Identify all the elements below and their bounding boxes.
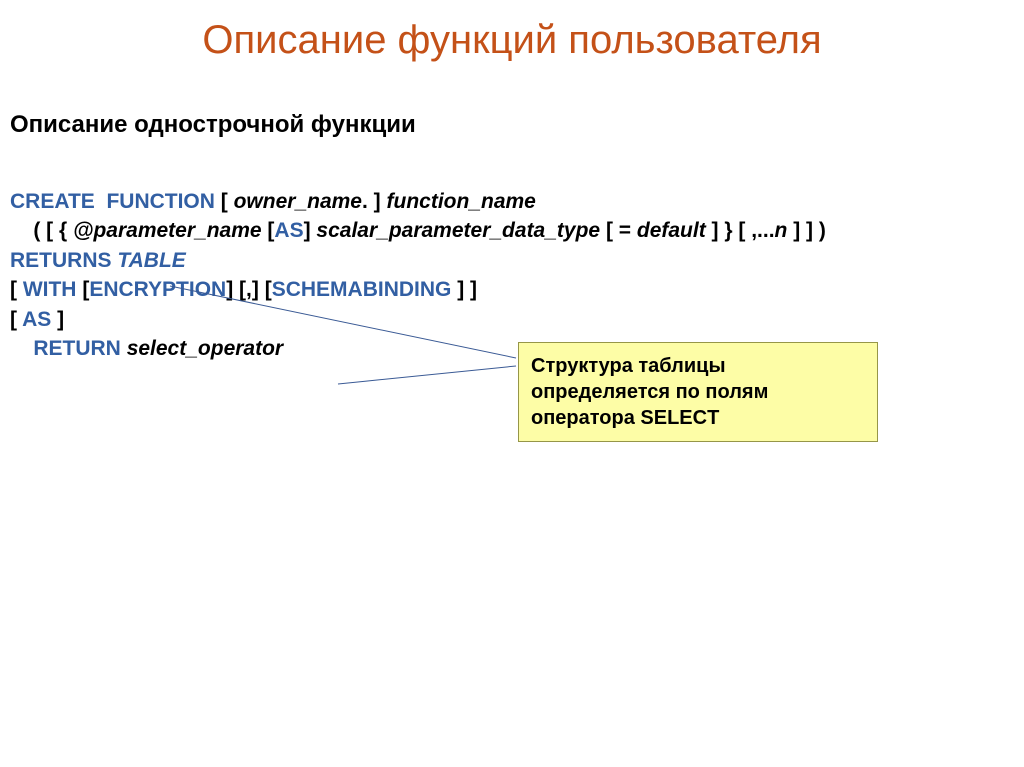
callout-line-1: Структура таблицы (531, 353, 865, 379)
kw-schemabinding: SCHEMABINDING (272, 278, 458, 301)
kw-as: AS (274, 219, 303, 242)
slide-subtitle: Описание однострочной функции (10, 111, 1024, 139)
code-line-1: CREATE FUNCTION [ owner_name. ] function… (10, 187, 1024, 216)
kw-create-function: CREATE FUNCTION (10, 190, 221, 213)
param-parameter-name: @parameter_name (73, 219, 267, 242)
code-line-5: [ AS ] (10, 305, 1024, 334)
code-line-3: RETURNS TABLE (10, 246, 1024, 275)
connector-line-2 (338, 366, 516, 384)
param-function-name: function_name (387, 190, 536, 213)
param-n: n (775, 219, 794, 242)
code-line-2: ( [ { @parameter_name [AS] scalar_parame… (10, 216, 1024, 245)
callout-line-3: оператора SELECT (531, 405, 865, 431)
kw-return: RETURN (33, 337, 126, 360)
param-owner-name: owner_name (234, 190, 362, 213)
kw-returns: RETURNS (10, 249, 117, 272)
code-line-4: [ WITH [ENCRYPTION] [,] [SCHEMABINDING ]… (10, 275, 1024, 304)
kw-table: TABLE (117, 249, 185, 272)
kw-encryption: ENCRYPTION (89, 278, 226, 301)
kw-with: WITH (23, 278, 82, 301)
callout-line-2: определяется по полям (531, 379, 865, 405)
slide-title: Описание функций пользователя (0, 0, 1024, 63)
param-select-operator: select_operator (127, 337, 283, 360)
callout-box: Структура таблицы определяется по полям … (518, 342, 878, 442)
param-data-type: scalar_parameter_data_type (316, 219, 606, 242)
sql-syntax-block: CREATE FUNCTION [ owner_name. ] function… (10, 187, 1024, 363)
param-default: default (637, 219, 712, 242)
kw-as-2: AS (22, 308, 57, 331)
